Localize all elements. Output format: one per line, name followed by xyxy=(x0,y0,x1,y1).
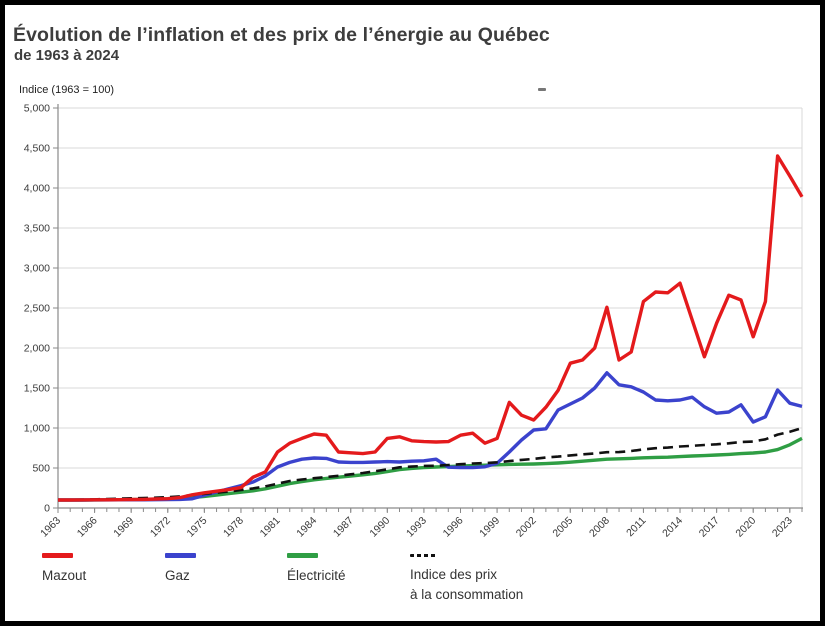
x-tick-label: 1984 xyxy=(294,515,319,540)
legend-item-electricite: Électricité xyxy=(287,553,346,586)
x-tick-label: 1996 xyxy=(441,515,466,540)
legend-item-gaz: Gaz xyxy=(165,553,196,586)
x-tick-label: 1963 xyxy=(38,515,63,540)
legend-swatch-cpi xyxy=(410,554,436,557)
series-line-mazout xyxy=(58,154,804,502)
y-tick-label: 1,000 xyxy=(24,423,50,435)
y-tick-label: 4,500 xyxy=(24,143,50,155)
x-tick-label: 2023 xyxy=(770,515,795,540)
series-line-electricite xyxy=(58,436,803,502)
legend-swatch-gaz xyxy=(165,553,196,558)
x-tick-label: 1966 xyxy=(75,515,100,540)
y-tick-label: 0 xyxy=(44,503,50,515)
y-tick-label: 2,500 xyxy=(24,303,50,315)
legend-swatch-electricite xyxy=(287,553,318,558)
x-tick-label: 1981 xyxy=(258,515,283,540)
x-tick-label: 1987 xyxy=(331,515,356,540)
y-tick-label: 500 xyxy=(32,463,50,475)
y-tick-label: 4,000 xyxy=(24,183,50,195)
x-tick-label: 2005 xyxy=(550,515,575,540)
series-line-indice-des-prix-a-la-consommation xyxy=(57,426,803,502)
x-tick-label: 1999 xyxy=(477,515,502,540)
y-tick-label: 2,000 xyxy=(24,343,50,355)
x-tick-label: 1972 xyxy=(148,515,173,540)
x-tick-label: 1975 xyxy=(184,515,209,540)
x-tick-label: 2017 xyxy=(697,515,722,540)
x-tick-label: 2020 xyxy=(733,515,758,540)
page-title: Évolution de l’inflation et des prix de … xyxy=(13,24,550,47)
x-tick-label: 2011 xyxy=(624,515,649,540)
y-tick-label: 3,000 xyxy=(24,263,50,275)
legend-swatch-mazout xyxy=(42,553,73,558)
y-tick-label: 1,500 xyxy=(24,383,50,395)
x-tick-label: 1978 xyxy=(221,515,246,540)
legend-label-electricite: Électricité xyxy=(287,568,346,583)
legend-item-mazout: Mazout xyxy=(42,553,86,586)
legend-label-gaz: Gaz xyxy=(165,568,190,583)
smudge-artifact xyxy=(538,88,546,91)
legend-label-cpi: Indice des prix à la consommation xyxy=(410,567,524,603)
page-subtitle: de 1963 à 2024 xyxy=(14,47,120,64)
x-tick-label: 1993 xyxy=(404,515,429,540)
y-axis-title: Indice (1963 = 100) xyxy=(19,84,115,96)
x-tick-label: 1969 xyxy=(111,515,136,540)
x-tick-label: 2014 xyxy=(660,515,685,540)
legend-item-cpi: Indice des prix à la consommation xyxy=(410,553,523,606)
series-line-gaz xyxy=(58,371,803,502)
legend: Mazout Gaz Électricité Indice des prix à… xyxy=(0,0,825,602)
y-tick-label: 5,000 xyxy=(24,103,50,115)
x-tick-label: 2002 xyxy=(514,515,539,540)
x-tick-label: 2008 xyxy=(587,515,612,540)
x-tick-label: 1990 xyxy=(367,515,392,540)
y-tick-label: 3,500 xyxy=(24,223,50,235)
legend-label-mazout: Mazout xyxy=(42,568,87,583)
